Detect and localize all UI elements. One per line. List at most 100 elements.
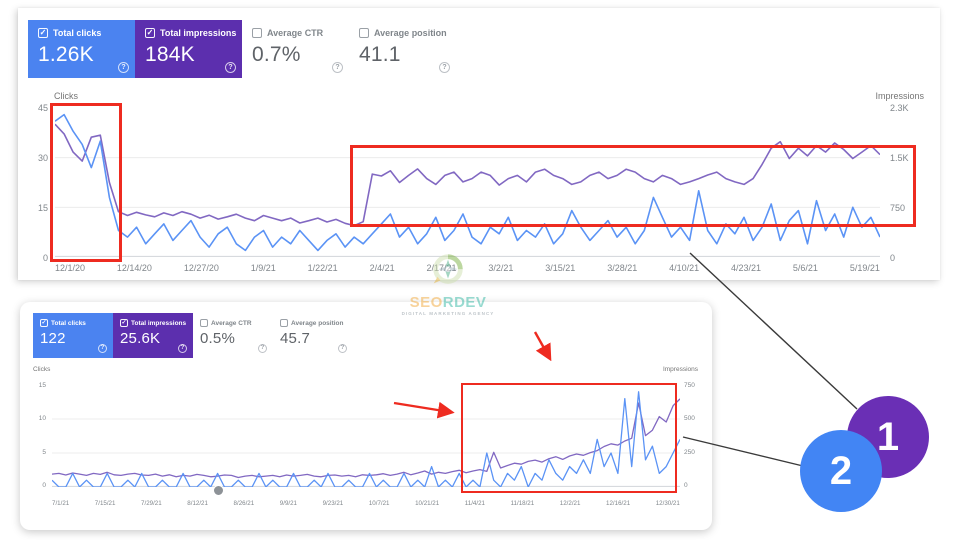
axis-tick-label: 45 [37,103,48,113]
date-label: 11/18/21 [510,500,535,507]
metric-label: Average CTR [211,319,252,327]
callout-badge-2: 2 [800,430,882,512]
axis-tick-label: 2.3K [890,103,909,113]
right-axis-title: Impressions [662,366,698,373]
metric-card-average-ctr[interactable]: Average CTR 0.7% ? [242,20,349,78]
help-icon[interactable]: ? [225,62,236,73]
metric-label: Average CTR [267,28,324,38]
badge-number: 2 [829,448,853,493]
checkbox-checked-icon[interactable] [38,28,48,38]
metric-card-average-position[interactable]: Average position 41.1 ? [349,20,456,78]
search-console-panel-2: Total clicks 122 ? Total impressions 25.… [20,302,712,530]
right-axis-title: Impressions [875,91,924,101]
checkbox-checked-icon[interactable] [40,319,48,327]
series-total-impressions [55,123,880,227]
metric-value: 1.26K [38,43,94,66]
red-highlight-box-growth [461,383,677,493]
metric-label: Total clicks [51,319,86,327]
date-label: 12/1/20 [55,263,86,273]
left-axis-title: Clicks [33,366,51,373]
date-label: 7/29/21 [141,500,162,507]
date-label: 12/30/21 [655,500,680,507]
metric-label: Total impressions [131,319,187,327]
checkbox-unchecked-icon[interactable] [200,319,208,327]
metric-cards-2: Total clicks 122 ? Total impressions 25.… [33,313,353,358]
date-label: 12/14/20 [116,263,152,273]
metric-cards-1: Total clicks 1.26K ? Total impressions 1… [28,20,456,78]
help-icon[interactable]: ? [118,62,129,73]
axis-tick-label: 15 [38,382,46,389]
series-total-clicks [52,391,680,487]
help-icon[interactable]: ? [258,344,267,353]
metric-card-average-ctr[interactable]: Average CTR 0.5% ? [193,313,273,358]
axis-tick-label: 0 [42,481,46,489]
axis-tick-label: 10 [38,415,46,423]
red-highlight-box-drop [50,103,122,262]
date-label: 8/26/21 [233,500,255,507]
date-label: 5/19/21 [849,263,880,273]
date-label: 8/12/21 [187,500,208,507]
date-label: 3/2/21 [488,263,514,273]
checkbox-checked-icon[interactable] [120,319,128,327]
date-label: 7/1/21 [52,500,70,507]
axis-tick-label: 250 [684,448,695,456]
axis-annotation-marker[interactable] [213,485,224,496]
metric-card-total-impressions[interactable]: Total impressions 25.6K ? [113,313,193,358]
axis-tick-label: 30 [37,153,48,163]
metric-value: 45.7 [280,330,310,347]
axis-tick-label: 0 [890,253,896,263]
metric-label: Average position [291,319,344,327]
metric-value: 0.7% [252,43,301,66]
metric-label: Average position [374,28,447,38]
date-label: 2/17/21 [426,263,457,273]
metric-card-average-position[interactable]: Average position 45.7 ? [273,313,353,358]
date-label: 4/10/21 [669,263,700,273]
date-label: 7/15/21 [94,500,116,507]
date-label: 12/27/20 [183,263,219,273]
date-label: 2/4/21 [369,263,395,273]
metric-card-total-clicks[interactable]: Total clicks 122 ? [33,313,113,358]
axis-tick-label: 750 [684,382,695,389]
checkbox-unchecked-icon[interactable] [280,319,288,327]
clicks-impressions-chart-2[interactable] [52,385,680,487]
date-label: 9/23/21 [322,500,344,507]
left-axis-ticks: 15 10 5 0 [20,381,46,491]
axis-tick-label: 1.5K [890,153,909,163]
date-label: 11/4/21 [464,500,485,507]
metric-value: 0.5% [200,330,235,347]
date-label: 1/22/21 [307,263,338,273]
help-icon[interactable]: ? [178,344,187,353]
axis-tick-label: 15 [37,203,48,213]
metric-value: 25.6K [120,330,161,347]
date-label: 12/2/21 [559,500,581,507]
right-axis-ticks: 2.3K 1.5K 750 0 [890,103,930,263]
right-axis-ticks: 750 500 250 0 [684,381,710,491]
checkbox-unchecked-icon[interactable] [252,28,262,38]
checkbox-checked-icon[interactable] [145,28,155,38]
axis-tick-label: 0 [684,481,688,489]
metric-card-total-clicks[interactable]: Total clicks 1.26K ? [28,20,135,78]
axis-tick-label: 500 [684,415,695,423]
checkbox-unchecked-icon[interactable] [359,28,369,38]
metric-label: Total impressions [160,28,237,38]
metric-card-total-impressions[interactable]: Total impressions 184K ? [135,20,242,78]
help-icon[interactable]: ? [332,62,343,73]
date-label: 5/6/21 [792,263,818,273]
axis-tick-label: 750 [890,203,906,213]
x-axis-labels: 7/1/21 7/15/21 7/29/21 8/12/21 8/26/21 9/9/21… [52,500,680,507]
date-label: 3/28/21 [607,263,638,273]
metric-label: Total clicks [53,28,102,38]
badge-number: 1 [876,414,900,459]
help-icon[interactable]: ? [338,344,347,353]
date-label: 4/23/21 [731,263,762,273]
x-axis-labels: 12/1/20 12/14/20 12/27/20 1/9/21 1/22/21 2/4/… [55,263,880,273]
date-label: 9/9/21 [279,500,297,507]
help-icon[interactable]: ? [98,344,107,353]
date-label: 10/7/21 [368,500,390,507]
axis-tick-label: 0 [42,253,48,263]
metric-value: 41.1 [359,43,401,66]
date-label: 1/9/21 [250,263,276,273]
help-icon[interactable]: ? [439,62,450,73]
date-label: 10/21/21 [415,500,440,507]
date-label: 12/16/21 [606,500,631,507]
